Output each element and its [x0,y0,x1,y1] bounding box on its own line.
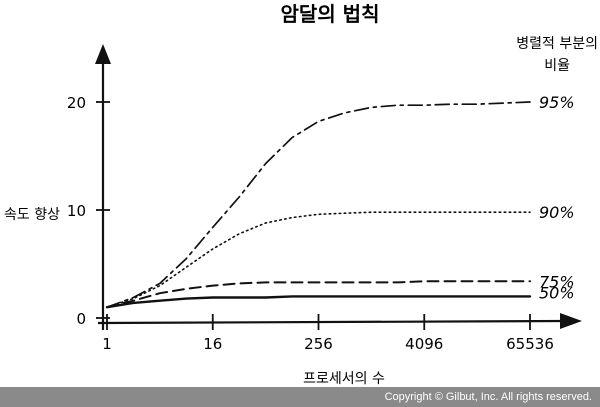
copyright-footer: Copyright © Gilbut, Inc. All rights rese… [0,387,600,407]
x-tick-label: 4096 [405,335,443,353]
x-tick-label: 65536 [506,335,554,353]
series-line-1 [106,101,531,309]
series-label-3: 75% [539,272,575,291]
series-line-2 [106,211,531,309]
x-tick-label: 1 [102,335,112,353]
y-axis-arrow [95,44,111,64]
x-axis [97,319,566,325]
chart-title: 암달의 법칙 [281,2,380,26]
legend-title-line-2: 비율 [544,58,570,74]
series-line-3 [106,280,531,309]
series-label-2: 90% [539,203,575,222]
y-tick-label: 0 [76,310,86,328]
x-axis-label: 프로세서의 수 [303,371,385,387]
x-tick-label: 16 [203,335,222,353]
y-axis-label: 속도 향상 [4,207,60,223]
legend-title-line-1: 병렬적 부분의 [516,36,598,52]
x-axis-arrow [560,313,582,329]
axes: 1 16 256 4096 65536 0 10 20 [67,44,582,353]
series-line-4 [105,295,532,309]
series-labels: 95% 90% 75%50% [539,93,575,302]
y-tick-label: 10 [67,202,86,220]
series-group [105,101,532,309]
series-label-4: 50% [539,283,575,302]
y-tick-label: 20 [67,94,86,112]
x-tick-label: 256 [304,335,333,353]
series-label-1: 95% [539,93,575,112]
